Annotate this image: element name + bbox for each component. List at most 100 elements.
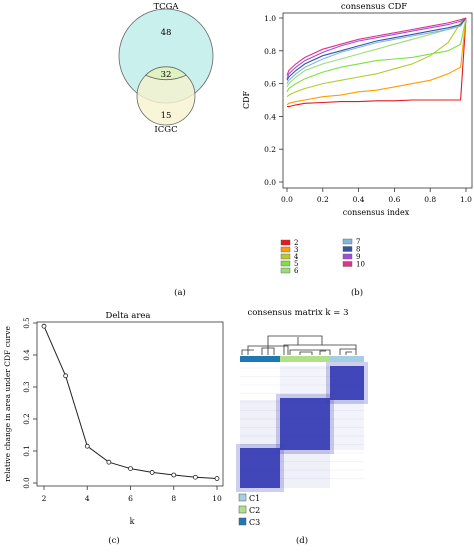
venn-count-icgc-only: 15: [161, 111, 172, 121]
delta-point: [171, 472, 177, 478]
delta-x-tick-label: 6: [128, 494, 133, 503]
cdf-line-k8: [286, 17, 467, 81]
cdf-series-lines: [286, 17, 467, 108]
cdf-x-tick-label: 0.2: [317, 195, 329, 204]
cdf-legend-swatch-k7: [342, 238, 353, 245]
cdf-x-tick-label: 1.0: [460, 195, 472, 204]
cdf-legend-swatch-k4: [280, 253, 291, 260]
cdf-plot-frame: [282, 12, 473, 189]
cdf-y-tick-label: 0.2: [264, 145, 276, 154]
cdf-title: consensus CDF: [341, 2, 407, 12]
delta-xlabel: k: [130, 517, 135, 526]
delta-point: [41, 323, 47, 329]
delta-y-tick-label: 0.2: [23, 413, 31, 424]
matrix-block-c1: [330, 366, 364, 400]
delta-plot-frame: [36, 321, 224, 487]
venn-panel: TCGA 48 32 15 ICGC: [118, 2, 214, 135]
delta-ylabel: relative change in area under CDF curve: [3, 326, 12, 482]
cdf-legend-swatch-k9: [342, 253, 353, 260]
cdf-legend-swatch-k6: [280, 267, 291, 274]
cdf-y-tick-label: 0.0: [264, 178, 276, 187]
cdf-line-k2: [287, 17, 467, 108]
cdf-line-k3: [286, 17, 467, 106]
delta-y-tick-label: 0.0: [23, 477, 31, 488]
cdf-xlabel: consensus index: [343, 208, 410, 217]
cdf-x-tick-label: 0.6: [388, 195, 400, 204]
delta-x-axis: 2 4 6 8 10: [42, 486, 222, 503]
cdf-legend-label-k5: 5: [294, 260, 298, 268]
cdf-legend-swatch-k5: [280, 260, 291, 267]
delta-point: [214, 476, 220, 481]
cdf-ylabel: CDF: [242, 91, 251, 110]
cdf-x-tick-label: 0.8: [424, 195, 436, 204]
cdf-y-tick-label: 0.6: [264, 80, 276, 89]
cluster-bar-c1: [330, 356, 364, 362]
venn-count-tcga-only: 48: [161, 28, 172, 38]
cdf-x-axis: 0.0 0.2 0.4 0.6 0.8 1.0: [281, 188, 472, 204]
cdf-x-tick-label: 0.0: [281, 195, 293, 204]
cdf-x-tick-label: 0.4: [353, 195, 365, 204]
delta-y-tick-label: 0.3: [23, 381, 31, 392]
cdf-legend-label-k10: 10: [356, 261, 365, 269]
delta-point: [149, 470, 155, 475]
venn-label-icgc: ICGC: [154, 125, 177, 135]
cluster-legend: C1 C2 C3: [238, 493, 260, 527]
matrix-cluster-bar: [240, 356, 364, 362]
panel-label-c: (c): [108, 535, 119, 546]
cdf-line-k7: [286, 17, 467, 84]
cdf-y-tick-label: 0.8: [264, 47, 276, 56]
cdf-legend-swatch-k8: [342, 246, 353, 252]
cdf-legend-label-k6: 6: [294, 267, 299, 275]
cdf-legend-label-k2: 2: [294, 239, 298, 247]
legend-swatch-c3: [238, 517, 247, 526]
delta-point: [128, 466, 133, 472]
matrix-cells: [236, 362, 368, 492]
cdf-legend-label-k9: 9: [356, 253, 360, 261]
cdf-panel: consensus CDF 0.00.20.40.60.81.0 0.0 0.2 0…: [242, 2, 473, 275]
panel-label-d: (d): [296, 535, 308, 546]
cdf-legend-swatch-k2: [280, 239, 291, 246]
cdf-line-k5: [286, 17, 467, 93]
cdf-line-k10: [286, 17, 467, 76]
delta-x-tick-label: 2: [42, 494, 47, 503]
delta-panel: Delta area 0.0 0.1 0.2 0.3 0.4 0.5 2 4 6 8 10 k r…: [3, 311, 224, 526]
venn-intersection: [145, 66, 187, 81]
legend-label-c2: C2: [249, 506, 260, 515]
cdf-legend-swatch-k10: [342, 261, 353, 267]
matrix-block-c3: [240, 448, 280, 488]
delta-y-tick-label: 0.1: [23, 445, 31, 456]
cdf-line-k9: [286, 17, 467, 79]
cdf-legend-swatch-k3: [280, 246, 291, 253]
delta-point: [84, 443, 90, 449]
consensus-matrix-panel: consensus matrix k = 3 C1 C2 C3: [236, 308, 368, 527]
cluster-bar-c3: [240, 356, 280, 362]
cdf-legend-label-k7: 7: [356, 238, 360, 246]
legend-swatch-c2: [238, 505, 247, 514]
delta-series: [41, 323, 220, 481]
venn-label-tcga: TCGA: [153, 2, 179, 12]
cdf-line-k4: [286, 17, 467, 98]
delta-point: [192, 474, 198, 480]
matrix-title: consensus matrix k = 3: [247, 308, 348, 318]
delta-x-tick-label: 4: [85, 494, 90, 503]
delta-y-tick-label: 0.4: [23, 349, 31, 361]
matrix-block-c2: [280, 398, 330, 450]
delta-title: Delta area: [106, 311, 151, 321]
delta-x-tick-label: 8: [171, 494, 176, 503]
legend-swatch-c1: [238, 493, 247, 502]
delta-x-tick-label: 10: [212, 494, 222, 503]
delta-y-tick-label: 0.5: [23, 317, 31, 328]
legend-label-c1: C1: [249, 494, 260, 503]
cdf-legend-label-k4: 4: [294, 253, 299, 261]
matrix-dendrogram: [241, 335, 357, 355]
delta-line: [43, 326, 218, 479]
delta-point: [63, 373, 69, 379]
delta-y-axis: 0.0 0.1 0.2 0.3 0.4 0.5: [23, 317, 37, 489]
cdf-legend-label-k8: 8: [356, 246, 360, 254]
cdf-y-axis: 0.0 0.2 0.4 0.6 0.8 1.0: [264, 14, 283, 187]
cdf-y-tick-label: 0.4: [264, 112, 276, 121]
panel-label-b: (b): [351, 287, 363, 298]
cluster-bar-c2: [280, 356, 330, 362]
